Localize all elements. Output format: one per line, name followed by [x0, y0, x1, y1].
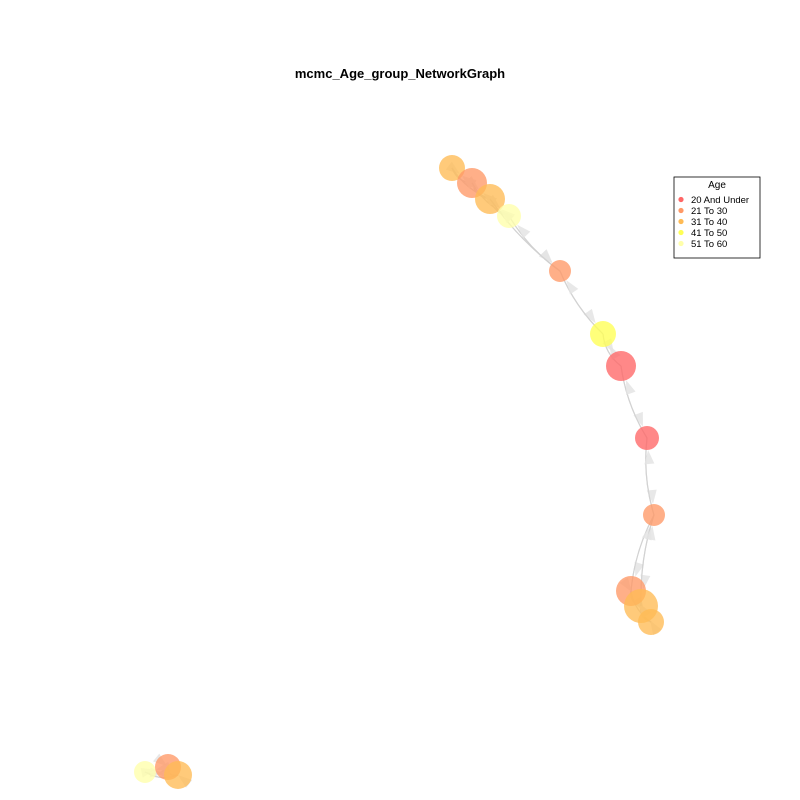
legend-marker [678, 229, 684, 236]
graph-node [606, 351, 636, 381]
nodes-layer [134, 155, 665, 789]
legend-label: 41 To 50 [691, 228, 727, 239]
legend-marker [678, 240, 684, 247]
edges-layer [140, 161, 662, 788]
edge-arrowhead [633, 411, 643, 427]
edge-arrowhead [517, 224, 531, 239]
legend-title: Age [708, 180, 726, 191]
legend-marker [678, 218, 684, 225]
edge-arrowhead [583, 308, 596, 324]
graph-node [590, 321, 616, 347]
graph-node [497, 204, 521, 228]
legend-label: 31 To 40 [691, 217, 727, 228]
legend-marker [678, 196, 684, 203]
graph-node [638, 609, 664, 635]
legend-box [673, 176, 761, 259]
graph-node [439, 155, 465, 181]
edge-arrowhead [538, 249, 553, 264]
graph-node [635, 426, 659, 450]
edge-arrowhead [634, 561, 645, 577]
legend-label: 21 To 30 [691, 206, 727, 217]
edge-arrowhead [626, 380, 636, 395]
edge-arrowhead [566, 280, 579, 295]
graph-node [549, 260, 571, 282]
graph-node [134, 761, 156, 783]
edge-arrowhead [645, 525, 656, 541]
graph-title: mcmc_Age_group_NetworkGraph [295, 66, 505, 81]
legend-label: 51 To 60 [691, 239, 727, 250]
legend-label: 20 And Under [691, 195, 749, 206]
legend-marker [678, 207, 684, 214]
edge-arrowhead [644, 449, 655, 465]
graph-node [643, 504, 665, 526]
graph-node [475, 184, 505, 214]
graph-node [164, 761, 192, 789]
